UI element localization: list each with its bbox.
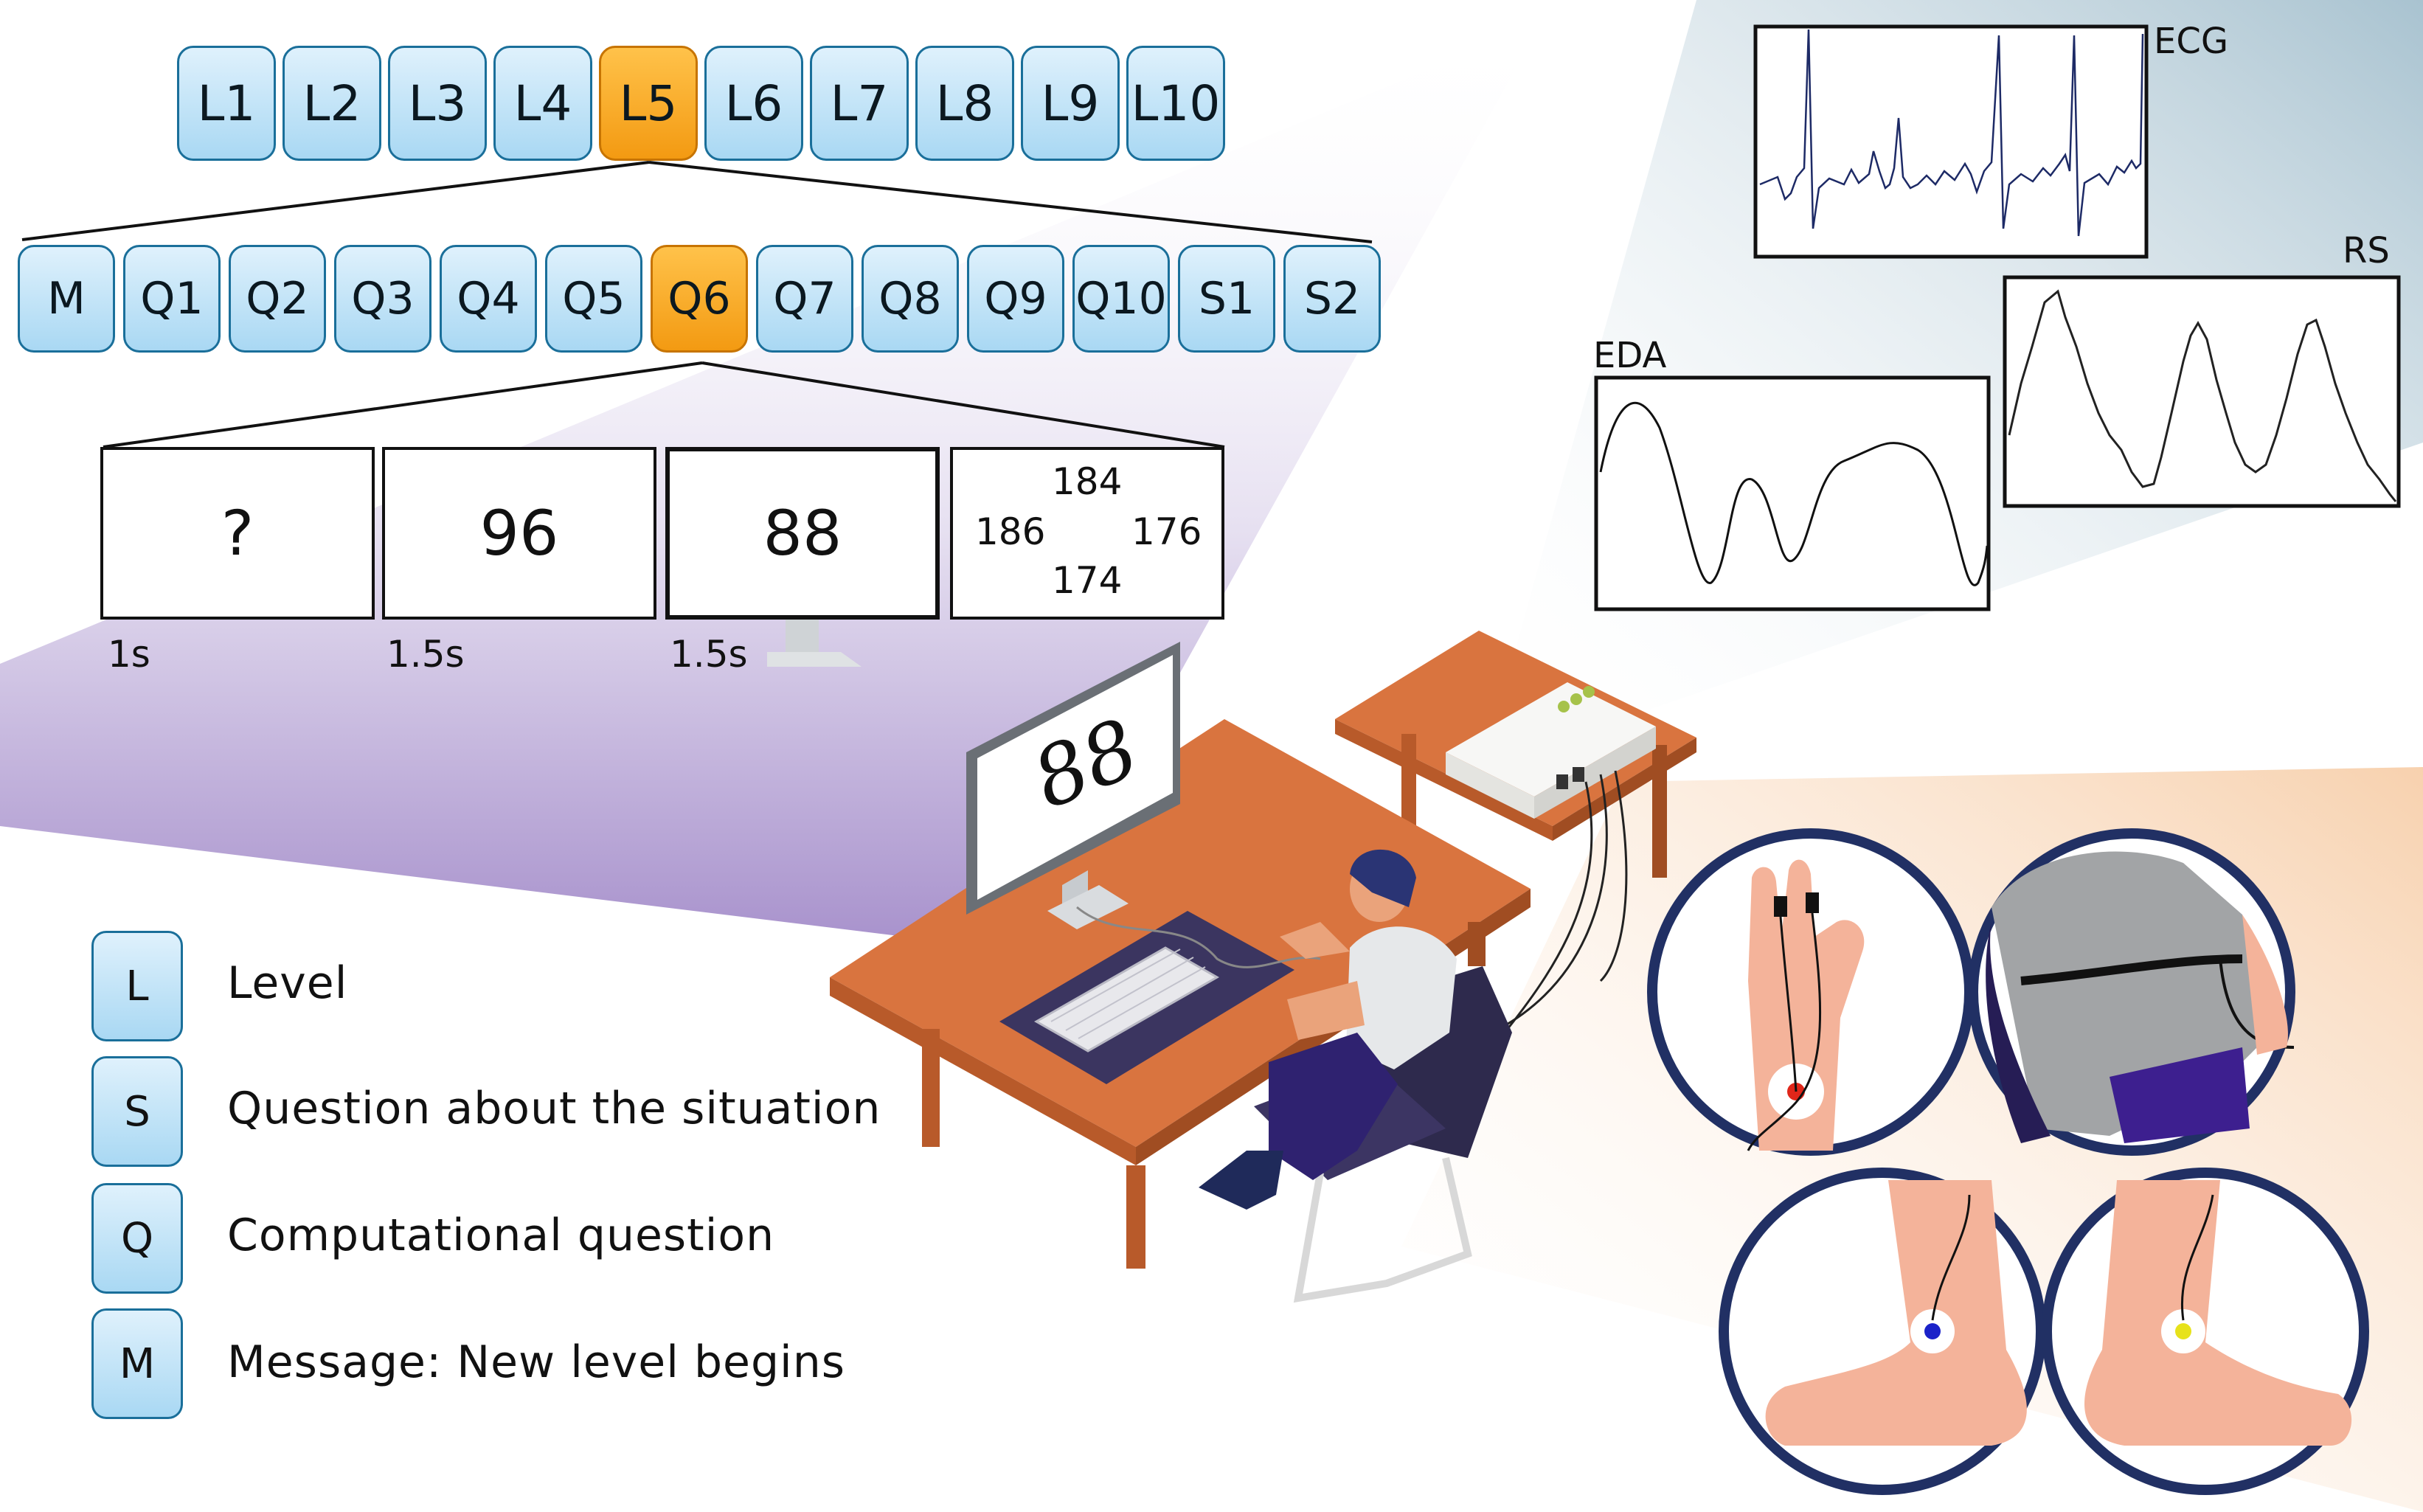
timing-label-1: 1s: [108, 633, 150, 676]
question-tile-q5: Q5: [545, 245, 642, 353]
question-tile-q7: Q7: [756, 245, 853, 353]
rs-label: RS: [2343, 230, 2390, 271]
question-tile-q6: Q6: [651, 245, 748, 353]
acquisition-device: [1446, 682, 1656, 1041]
rs-plot: [2003, 275, 2401, 508]
panel-second-number: 88: [665, 447, 940, 620]
question-tile-m: M: [18, 245, 115, 353]
answer-option-right: 176: [1131, 510, 1202, 553]
eda-label: EDA: [1593, 335, 1667, 376]
sensor-ankle-right: [2042, 1168, 2369, 1495]
question-tile-q1: Q1: [123, 245, 221, 353]
sensor-wrist: [1647, 828, 1975, 1156]
level-tile-l1: L1: [177, 46, 276, 161]
eda-plot: [1594, 375, 1991, 611]
level-tile-l5: L5: [599, 46, 698, 161]
level-tile-l10: L10: [1126, 46, 1225, 161]
level-tile-l9: L9: [1021, 46, 1120, 161]
computer-monitor: [966, 642, 1180, 929]
question-tile-s1: S1: [1178, 245, 1275, 353]
answer-option-top: 184: [1052, 460, 1123, 503]
sensor-ankle-left: [1719, 1168, 2046, 1495]
question-tile-q2: Q2: [229, 245, 326, 353]
legend-key-level: L: [91, 931, 183, 1041]
panel-stand: [786, 620, 819, 652]
question-tile-q8: Q8: [862, 245, 959, 353]
question-tile-q10: Q10: [1072, 245, 1170, 353]
level-tile-l8: L8: [915, 46, 1014, 161]
panel-answer-options: [950, 447, 1224, 620]
question-tile-s2: S2: [1283, 245, 1381, 353]
timing-label-2: 1.5s: [386, 633, 465, 676]
question-tile-q9: Q9: [967, 245, 1064, 353]
answer-option-left: 186: [975, 510, 1046, 553]
person: [1199, 849, 1457, 1210]
keyboard: [1033, 946, 1220, 1052]
legend-text-level: Level: [227, 957, 348, 1009]
sensor-chest: [1968, 828, 2295, 1156]
legend-key-message: M: [91, 1308, 183, 1419]
panel-first-number: 96: [382, 447, 656, 620]
level-tile-l4: L4: [493, 46, 592, 161]
ecg-plot: [1753, 24, 2149, 259]
legend-text-situation: Question about the situation: [227, 1083, 881, 1134]
question-tile-q3: Q3: [334, 245, 431, 353]
answer-option-bottom: 174: [1052, 559, 1123, 602]
panel-question-mark: ?: [100, 447, 375, 620]
legend-text-message: Message: New level begins: [227, 1336, 845, 1388]
level-tile-l7: L7: [810, 46, 909, 161]
legend-key-situation: S: [91, 1056, 183, 1167]
level-tile-l6: L6: [704, 46, 803, 161]
level-tile-l3: L3: [388, 46, 487, 161]
timing-label-3: 1.5s: [670, 633, 748, 676]
legend-text-computational: Computational question: [227, 1210, 775, 1261]
legend-key-computational: Q: [91, 1183, 183, 1294]
ecg-label: ECG: [2154, 21, 2229, 62]
level-tile-l2: L2: [282, 46, 381, 161]
question-tile-q4: Q4: [440, 245, 537, 353]
